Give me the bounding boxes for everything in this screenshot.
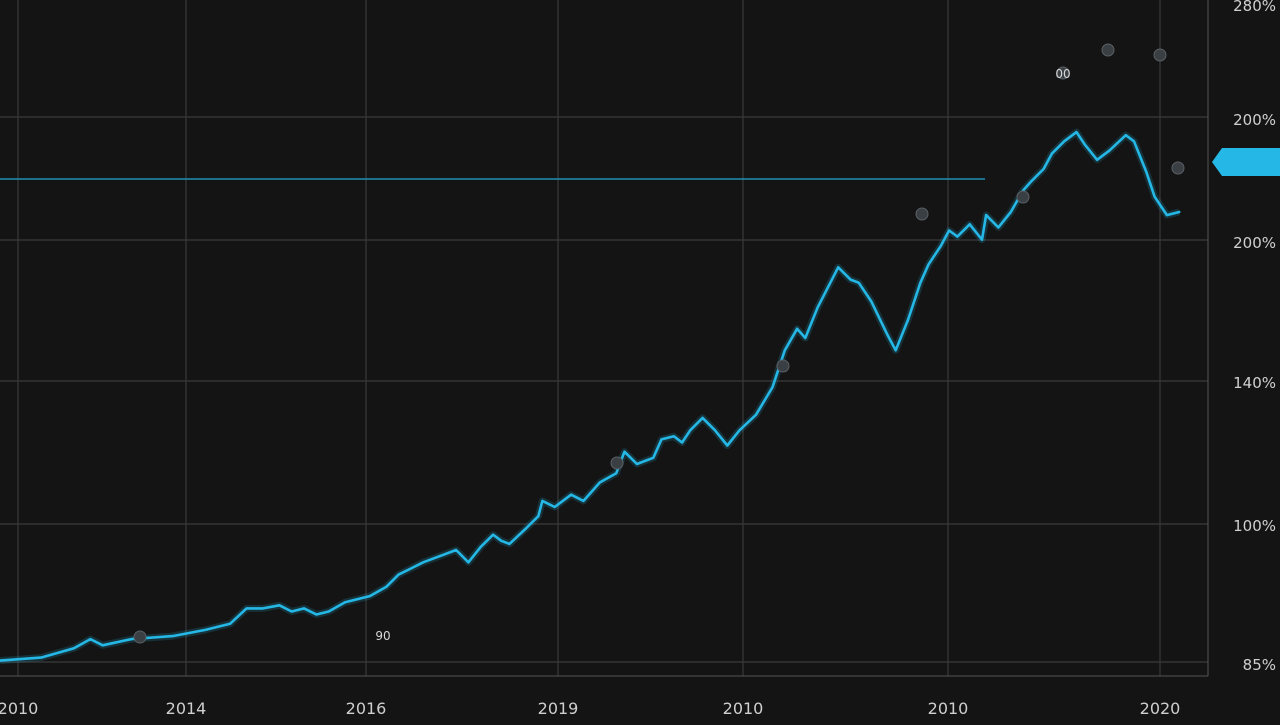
y-tick-label: 200% — [1233, 111, 1276, 129]
y-tick-label: 100% — [1233, 517, 1276, 535]
annotation-dot — [1016, 190, 1030, 204]
annotation-label: 00 — [1055, 67, 1070, 81]
annotation-layer: 90 00 — [133, 43, 1185, 644]
current-value-tag — [1212, 148, 1280, 176]
x-tick-label: 2010 — [0, 699, 38, 718]
x-tick-label: 2016 — [346, 699, 387, 718]
annotation-dot — [1171, 161, 1185, 175]
x-tick-label: 2014 — [166, 699, 207, 718]
x-tick-label: 2010 — [723, 699, 764, 718]
grid-layer — [0, 0, 1209, 677]
x-axis: 2010 2014 2016 2019 2010 2010 2020 — [0, 699, 1180, 718]
annotation-dot — [1056, 66, 1070, 80]
series-line-glow — [0, 128, 1181, 665]
x-tick-label: 2010 — [928, 699, 969, 718]
y-tick-label: 140% — [1233, 374, 1276, 392]
annotation-dot — [915, 207, 929, 221]
x-tick-label: 2019 — [538, 699, 579, 718]
series-layer — [0, 128, 1181, 665]
annotation-dot — [1101, 43, 1115, 57]
y-axis: 85% 100% 140% 200% 200% 280% — [1233, 0, 1276, 674]
annotation-dot — [1153, 48, 1167, 62]
annotation-dot — [610, 456, 624, 470]
y-tick-label: 85% — [1243, 656, 1276, 674]
annotation-dot — [133, 630, 147, 644]
x-tick-label: 2020 — [1140, 699, 1181, 718]
current-value-tag-layer — [1212, 148, 1280, 176]
y-tick-label: 280% — [1233, 0, 1276, 15]
series-line — [0, 130, 1181, 662]
y-tick-label: 200% — [1233, 234, 1276, 252]
annotation-label: 90 — [375, 629, 390, 643]
annotation-dot — [776, 359, 790, 373]
